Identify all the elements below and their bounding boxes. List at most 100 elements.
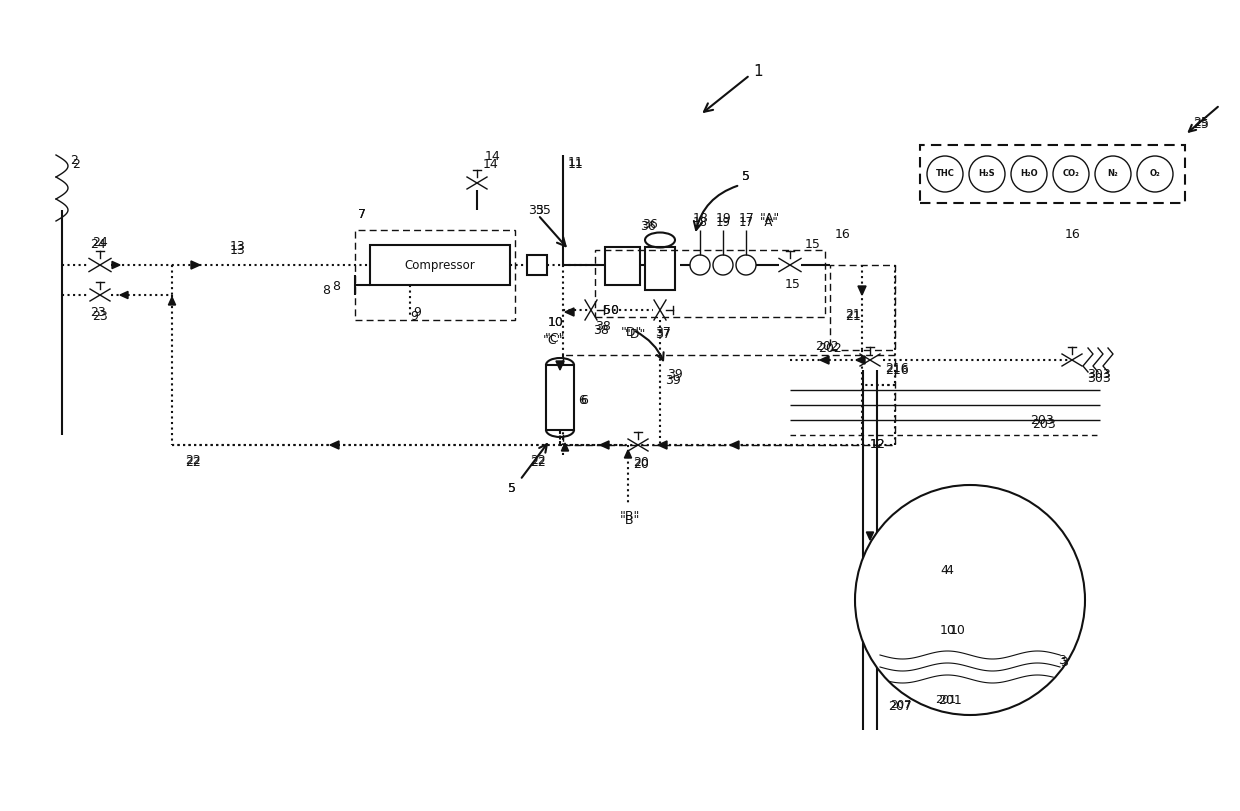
Polygon shape — [820, 356, 830, 364]
Text: "D": "D" — [621, 327, 642, 340]
Polygon shape — [730, 441, 739, 449]
Text: 9: 9 — [413, 307, 420, 320]
Text: 25: 25 — [1193, 117, 1209, 130]
Text: 4: 4 — [945, 564, 952, 577]
Polygon shape — [600, 441, 609, 449]
Bar — [563, 355, 895, 445]
Text: 19: 19 — [715, 212, 732, 225]
Text: 207: 207 — [888, 701, 911, 714]
Polygon shape — [565, 308, 574, 316]
Text: 24: 24 — [92, 237, 108, 250]
Bar — [645, 247, 675, 290]
Bar — [830, 265, 895, 350]
Text: 50: 50 — [603, 303, 619, 316]
Text: 15: 15 — [805, 238, 821, 251]
Text: 12: 12 — [870, 439, 885, 452]
Text: 203: 203 — [1030, 414, 1054, 427]
Text: 35: 35 — [528, 204, 544, 217]
Text: 35: 35 — [534, 204, 551, 217]
Text: 16: 16 — [835, 229, 851, 242]
Text: 8: 8 — [322, 284, 330, 297]
Bar — [370, 245, 510, 285]
Bar — [355, 230, 515, 320]
Text: 2: 2 — [69, 153, 78, 166]
Text: THC: THC — [935, 169, 955, 178]
Text: 36: 36 — [642, 218, 657, 231]
Text: 1: 1 — [753, 65, 763, 79]
Text: 6: 6 — [578, 393, 585, 406]
Text: 37: 37 — [655, 325, 671, 338]
Text: 11: 11 — [568, 156, 584, 169]
Text: 21: 21 — [844, 308, 861, 321]
Text: 20: 20 — [632, 458, 649, 471]
Circle shape — [856, 485, 1085, 715]
Text: 18: 18 — [693, 212, 709, 225]
Text: 20: 20 — [632, 457, 649, 470]
Text: 22: 22 — [529, 457, 546, 470]
Text: 5: 5 — [508, 482, 516, 495]
Text: 22: 22 — [185, 454, 201, 467]
Polygon shape — [120, 291, 128, 298]
Text: 13: 13 — [229, 243, 246, 256]
Text: 3: 3 — [1058, 654, 1066, 667]
Text: 5: 5 — [742, 170, 750, 183]
Bar — [920, 145, 1185, 203]
Text: 25: 25 — [1193, 118, 1209, 131]
Polygon shape — [867, 532, 874, 540]
Polygon shape — [658, 441, 667, 449]
Bar — [595, 250, 825, 317]
Text: 6: 6 — [580, 393, 588, 406]
Text: 7: 7 — [358, 208, 366, 221]
Text: 23: 23 — [91, 307, 105, 320]
Text: 5: 5 — [508, 482, 516, 495]
Polygon shape — [330, 441, 339, 449]
Text: "B": "B" — [620, 510, 640, 523]
Bar — [527, 255, 547, 275]
Bar — [605, 247, 640, 285]
Text: 10: 10 — [940, 624, 956, 637]
Text: "A": "A" — [760, 216, 779, 229]
Text: "B": "B" — [620, 513, 640, 526]
Text: "A": "A" — [760, 212, 780, 225]
Text: 3: 3 — [1060, 655, 1068, 668]
Text: 216: 216 — [885, 363, 909, 376]
Text: H₂S: H₂S — [978, 169, 996, 178]
Text: 37: 37 — [655, 328, 671, 341]
Text: 202: 202 — [818, 341, 842, 354]
Text: O₂: O₂ — [1149, 169, 1161, 178]
Polygon shape — [625, 450, 631, 458]
Text: Compressor: Compressor — [404, 259, 475, 272]
Text: 39: 39 — [667, 368, 683, 381]
Polygon shape — [562, 443, 569, 451]
Text: 39: 39 — [665, 374, 681, 387]
Text: 21: 21 — [844, 311, 861, 324]
Polygon shape — [856, 356, 866, 364]
Text: 201: 201 — [937, 693, 962, 706]
Polygon shape — [112, 261, 120, 268]
Text: H₂O: H₂O — [1021, 169, 1038, 178]
Text: 19: 19 — [715, 216, 732, 229]
Text: 17: 17 — [739, 216, 754, 229]
Text: CO₂: CO₂ — [1063, 169, 1080, 178]
Polygon shape — [556, 361, 564, 370]
Text: N₂: N₂ — [1107, 169, 1118, 178]
Text: 36: 36 — [640, 221, 656, 234]
Text: 5: 5 — [742, 170, 750, 183]
Polygon shape — [858, 286, 866, 295]
Text: 202: 202 — [815, 340, 838, 353]
Text: 7: 7 — [358, 208, 366, 221]
Polygon shape — [191, 261, 200, 269]
Text: 4: 4 — [940, 564, 947, 577]
Text: 10: 10 — [950, 624, 966, 637]
Text: 15: 15 — [785, 278, 801, 291]
Text: 10: 10 — [548, 315, 564, 328]
Polygon shape — [169, 297, 176, 305]
Text: 17: 17 — [739, 212, 755, 225]
Text: 2: 2 — [72, 158, 79, 171]
Text: 12: 12 — [870, 439, 885, 452]
Bar — [546, 365, 574, 430]
Text: 11: 11 — [568, 158, 584, 171]
Text: 22: 22 — [185, 457, 201, 470]
Text: 22: 22 — [529, 454, 546, 467]
Text: 24: 24 — [91, 238, 105, 251]
